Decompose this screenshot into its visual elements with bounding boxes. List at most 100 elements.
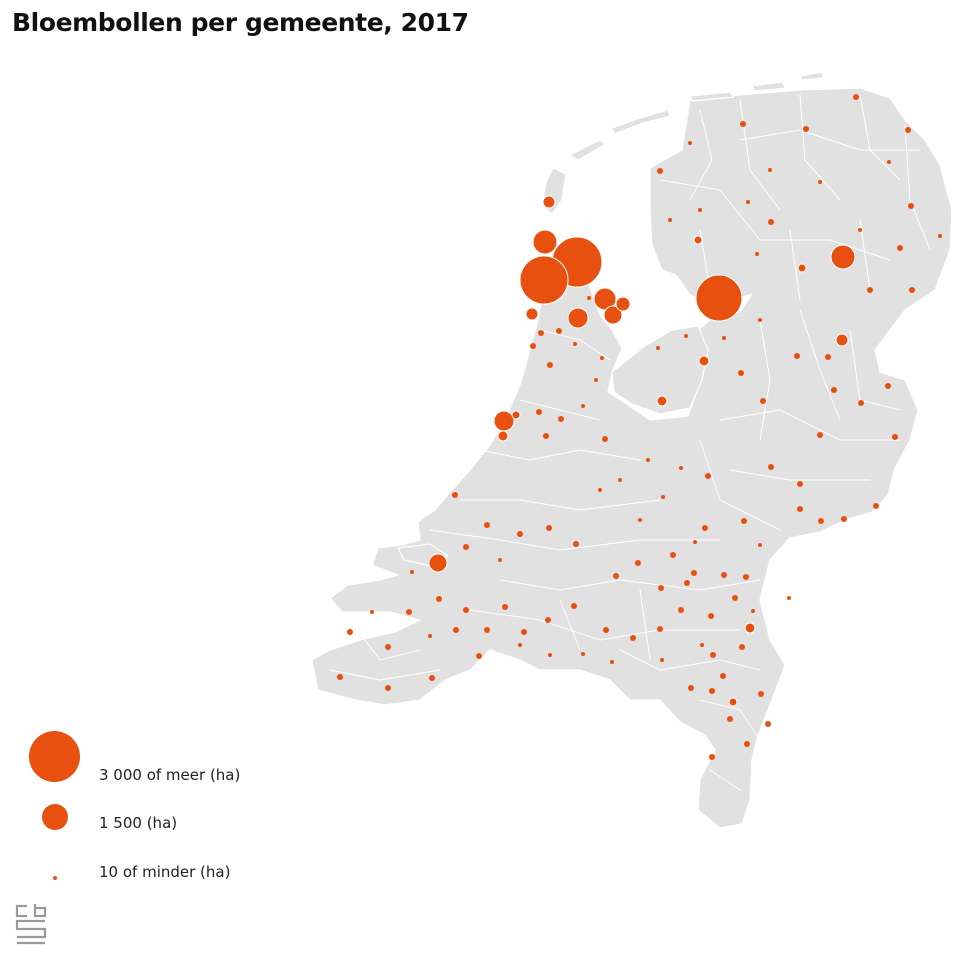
municipality-bubble (410, 570, 414, 574)
municipality-bubble (751, 609, 755, 613)
border-lines-east (699, 309, 901, 531)
municipality-bubble (908, 203, 914, 209)
municipality-bubble (892, 434, 898, 440)
municipality-bubble (744, 622, 756, 634)
municipality-bubble (797, 506, 803, 512)
municipality-bubble (543, 433, 549, 439)
municipality-bubble (732, 595, 738, 601)
municipality-bubble (525, 307, 539, 321)
municipality-bubble (867, 287, 873, 293)
municipality-bubble (370, 610, 374, 614)
municipality-borders (329, 94, 931, 791)
municipality-bubble (497, 430, 509, 442)
municipality-bubble (817, 432, 823, 438)
municipality-bubble (594, 378, 598, 382)
municipality-bubble (758, 543, 762, 547)
municipality-bubble (679, 466, 683, 470)
municipality-bubble (463, 607, 469, 613)
border-lines-west (429, 329, 721, 551)
municipality-bubble (818, 180, 822, 184)
municipality-bubble (603, 627, 609, 633)
municipality-bubble (493, 410, 515, 432)
municipality-bubble (728, 697, 738, 707)
municipality-bubble (693, 235, 703, 245)
bubble-layer (337, 94, 942, 760)
municipality-bubble (668, 218, 672, 222)
legend-bubble-large (29, 731, 80, 782)
municipality-bubble (721, 572, 727, 578)
municipality-bubble (581, 404, 585, 408)
map-title: Bloembollen per gemeente, 2017 (12, 8, 469, 37)
municipality-bubble (385, 644, 391, 650)
municipality-bubble (556, 328, 562, 334)
municipality-bubble (538, 330, 544, 336)
legend-label-large: 3 000 of meer (ha) (99, 766, 241, 784)
municipality-bubble (406, 609, 412, 615)
legend-label-small: 10 of minder (ha) (99, 863, 231, 881)
municipality-bubble (760, 398, 766, 404)
municipality-bubble (587, 296, 591, 300)
municipality-bubble (657, 168, 663, 174)
municipality-bubble (873, 503, 879, 509)
municipality-bubble (571, 603, 577, 609)
municipality-bubble (630, 635, 636, 641)
municipality-bubble (347, 629, 353, 635)
municipality-bubble (825, 354, 831, 360)
municipality-bubble (755, 252, 759, 256)
municipality-bubble (905, 127, 911, 133)
municipality-bubble (853, 94, 859, 100)
municipality-bubble (700, 643, 704, 647)
municipality-bubble (661, 495, 665, 499)
municipality-bubble (885, 383, 891, 389)
flevoland (611, 325, 709, 415)
municipality-bubble (521, 629, 527, 635)
municipality-bubble (518, 643, 522, 647)
municipality-bubble (698, 208, 702, 212)
municipality-bubble (794, 353, 800, 359)
municipality-bubble (656, 346, 660, 350)
municipality-bubble (618, 478, 622, 482)
municipality-bubble (746, 200, 750, 204)
municipality-bubble (385, 685, 391, 691)
municipality-bubble (452, 492, 458, 498)
municipality-bubble (709, 754, 715, 760)
municipality-bubble (638, 518, 642, 522)
municipality-bubble (548, 653, 552, 657)
border-lines-north (659, 94, 931, 301)
municipality-bubble (741, 518, 747, 524)
municipality-bubble (768, 464, 774, 470)
municipality-bubble (573, 342, 577, 346)
municipality-bubble (688, 141, 692, 145)
municipality-bubble (635, 560, 641, 566)
municipality-bubble (646, 458, 650, 462)
municipality-bubble (517, 531, 523, 537)
municipality-bubble (695, 274, 743, 322)
municipality-bubble (803, 126, 809, 132)
municipality-bubble (684, 334, 688, 338)
terschelling (611, 109, 671, 135)
municipality-bubble (768, 168, 772, 172)
municipality-bubble (428, 553, 448, 573)
municipality-bubble (453, 627, 459, 633)
municipality-bubble (938, 234, 942, 238)
municipality-bubble (547, 362, 553, 368)
municipality-bubble (598, 488, 602, 492)
municipality-bubble (720, 673, 726, 679)
legend-item-small: 10 of minder (ha) (0, 850, 400, 910)
land-areas (311, 71, 953, 829)
municipality-bubble (567, 307, 589, 329)
municipality-bubble (436, 596, 442, 602)
municipality-bubble (546, 525, 552, 531)
schiermonnikoog (751, 81, 787, 92)
municipality-bubble (660, 658, 664, 662)
municipality-bubble (530, 343, 536, 349)
municipality-bubble (841, 516, 847, 522)
municipality-bubble (610, 660, 614, 664)
municipality-bubble (545, 617, 551, 623)
municipality-bubble (658, 585, 664, 591)
municipality-bubble (602, 436, 608, 442)
municipality-bubble (656, 395, 668, 407)
municipality-bubble (688, 685, 694, 691)
municipality-bubble (657, 626, 663, 632)
legend-item-large: 3 000 of meer (ha) (0, 728, 400, 788)
